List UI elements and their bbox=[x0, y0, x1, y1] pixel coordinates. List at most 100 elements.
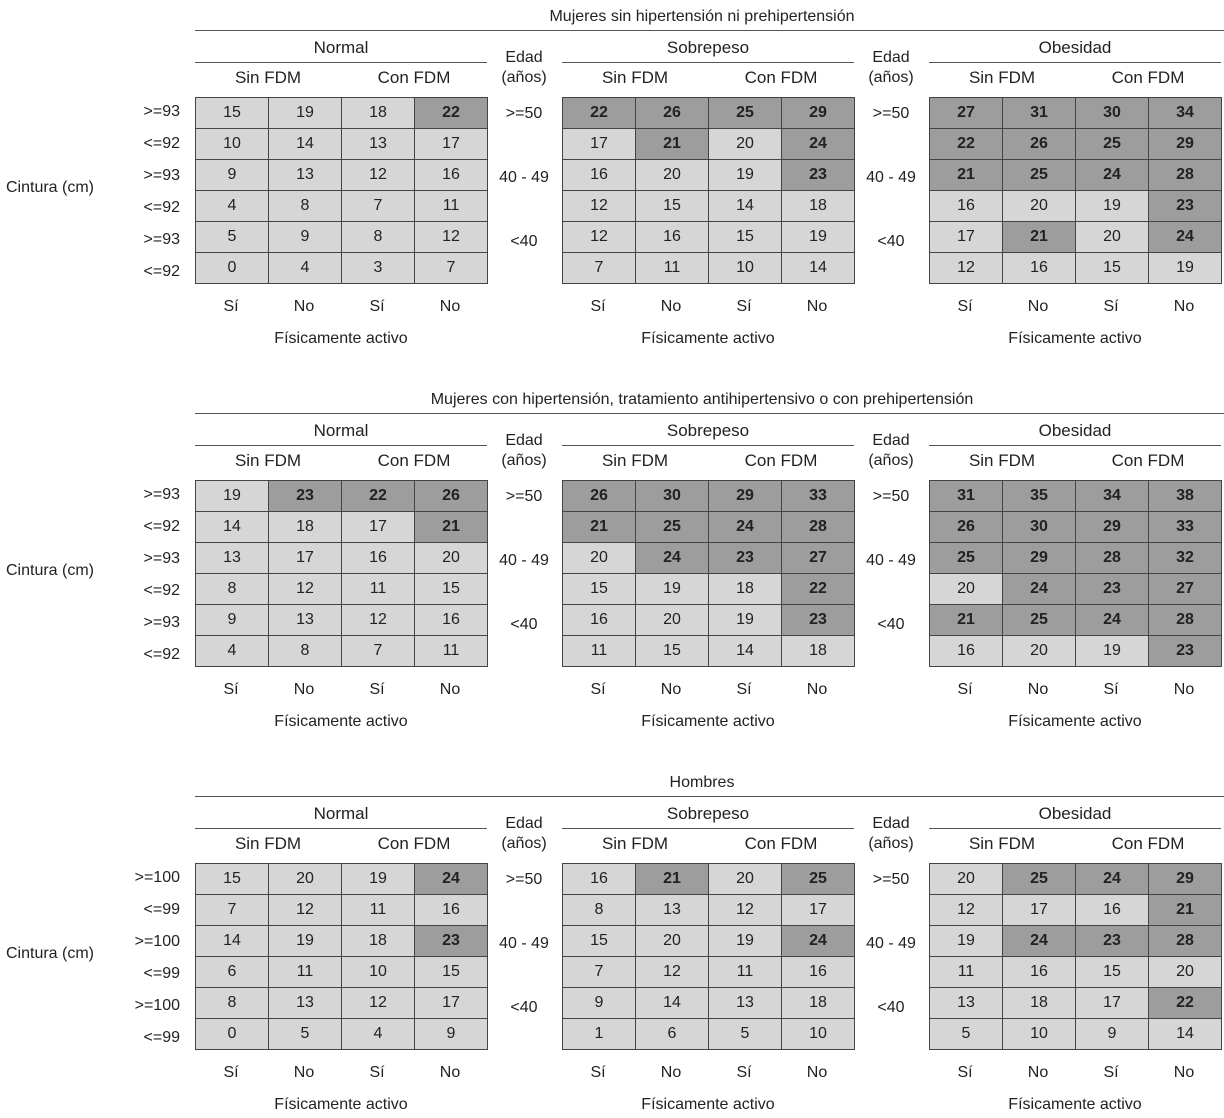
table-row: 15 19 18 22 bbox=[562, 573, 855, 605]
active-yes-label: Sí bbox=[736, 681, 752, 698]
active-no-label: No bbox=[660, 298, 682, 315]
risk-score-cell: 29 bbox=[708, 480, 782, 512]
risk-score-cell: 21 bbox=[929, 159, 1003, 191]
risk-score-cell: 20 bbox=[929, 573, 1003, 605]
active-yes-label: Sí bbox=[1103, 681, 1119, 698]
risk-score-cell: 7 bbox=[341, 635, 415, 667]
risk-score-cell: 24 bbox=[414, 863, 488, 895]
age-group-label: >=50 bbox=[505, 488, 543, 505]
risk-score-cell: 15 bbox=[1075, 252, 1149, 284]
edad-header: Edad bbox=[505, 432, 543, 449]
active-no-label: No bbox=[806, 1064, 828, 1081]
con-fdm-header: Con FDM bbox=[1111, 834, 1185, 853]
age-group-label: >=50 bbox=[505, 105, 543, 122]
risk-score-cell: 14 bbox=[781, 252, 855, 284]
con-fdm-header: Con FDM bbox=[744, 834, 818, 853]
group-title: Obesidad bbox=[1038, 38, 1112, 57]
active-yes-label: Sí bbox=[369, 298, 385, 315]
table-row: 7 12 11 16 bbox=[195, 894, 488, 926]
con-fdm-header: Con FDM bbox=[1111, 451, 1185, 470]
table-row: 10 14 13 17 bbox=[195, 128, 488, 160]
risk-score-cell: 17 bbox=[781, 894, 855, 926]
risk-score-cell: 23 bbox=[708, 542, 782, 574]
sin-fdm-header: Sin FDM bbox=[601, 451, 669, 470]
risk-score-cell: 19 bbox=[268, 97, 342, 129]
con-fdm-header: Con FDM bbox=[377, 834, 451, 853]
risk-score-cell: 19 bbox=[268, 925, 342, 957]
risk-score-cell: 18 bbox=[708, 573, 782, 605]
risk-score-cell: 9 bbox=[1075, 1018, 1149, 1050]
risk-score-cell: 11 bbox=[929, 956, 1003, 988]
age-group-label: 40 - 49 bbox=[866, 552, 916, 569]
waist-label: >=93 bbox=[143, 103, 180, 120]
waist-label: >=93 bbox=[143, 167, 180, 184]
risk-score-cell: 28 bbox=[1148, 604, 1222, 636]
group-title-rule bbox=[195, 445, 487, 446]
risk-score-cell: 28 bbox=[781, 511, 855, 543]
table-row: 4 8 7 11 bbox=[195, 635, 488, 667]
group-title: Obesidad bbox=[1038, 804, 1112, 823]
risk-score-cell: 19 bbox=[341, 863, 415, 895]
risk-score-cell: 10 bbox=[708, 252, 782, 284]
table-row: 11 15 14 18 bbox=[562, 635, 855, 667]
waist-label: <=92 bbox=[143, 199, 180, 216]
active-yes-label: Sí bbox=[369, 681, 385, 698]
risk-score-cell: 4 bbox=[195, 190, 269, 222]
waist-label: >=93 bbox=[143, 550, 180, 567]
table-row: 16 20 19 23 bbox=[562, 159, 855, 191]
risk-score-cell: 8 bbox=[195, 987, 269, 1019]
table-row: 12 15 14 18 bbox=[562, 190, 855, 222]
table-row: 6 11 10 15 bbox=[195, 956, 488, 988]
risk-score-cell: 7 bbox=[195, 894, 269, 926]
risk-score-cell: 8 bbox=[341, 221, 415, 253]
risk-score-cell: 9 bbox=[195, 159, 269, 191]
waist-label: >=100 bbox=[134, 997, 180, 1014]
risk-score-cell: 4 bbox=[268, 252, 342, 284]
risk-score-cell: 18 bbox=[268, 511, 342, 543]
active-yes-label: Sí bbox=[223, 298, 239, 315]
con-fdm-header: Con FDM bbox=[377, 451, 451, 470]
risk-score-cell: 16 bbox=[562, 604, 636, 636]
risk-score-cell: 24 bbox=[1075, 863, 1149, 895]
risk-score-table: 15 19 18 22 10 14 13 17 9 13 12 16 4 8 7 11 5 9 8 12 0 4 3 7 bbox=[195, 97, 488, 284]
risk-score-cell: 20 bbox=[268, 863, 342, 895]
risk-score-cell: 12 bbox=[929, 894, 1003, 926]
age-group-label: >=50 bbox=[872, 105, 910, 122]
risk-score-cell: 16 bbox=[414, 894, 488, 926]
active-no-label: No bbox=[660, 681, 682, 698]
table-row: 13 18 17 22 bbox=[929, 987, 1222, 1019]
waist-label: <=92 bbox=[143, 646, 180, 663]
risk-score-cell: 34 bbox=[1075, 480, 1149, 512]
waist-label: <=92 bbox=[143, 135, 180, 152]
fisicamente-activo-label: Físicamente activo bbox=[641, 330, 775, 347]
group-title-rule bbox=[195, 828, 487, 829]
risk-score-cell: 13 bbox=[268, 159, 342, 191]
risk-score-cell: 13 bbox=[708, 987, 782, 1019]
table-row: 12 16 15 19 bbox=[562, 221, 855, 253]
risk-score-cell: 20 bbox=[708, 863, 782, 895]
group-title: Sobrepeso bbox=[666, 804, 750, 823]
risk-score-cell: 24 bbox=[1002, 573, 1076, 605]
risk-score-cell: 16 bbox=[1002, 956, 1076, 988]
section-title-rule bbox=[195, 796, 1224, 797]
risk-score-cell: 23 bbox=[268, 480, 342, 512]
risk-score-cell: 27 bbox=[929, 97, 1003, 129]
active-yes-label: Sí bbox=[223, 681, 239, 698]
waist-label: <=92 bbox=[143, 263, 180, 280]
risk-score-cell: 10 bbox=[1002, 1018, 1076, 1050]
risk-score-cell: 15 bbox=[635, 635, 709, 667]
risk-score-cell: 22 bbox=[562, 97, 636, 129]
risk-score-cell: 12 bbox=[414, 221, 488, 253]
waist-label: <=92 bbox=[143, 582, 180, 599]
waist-label: >=93 bbox=[143, 614, 180, 631]
active-yes-label: Sí bbox=[957, 1064, 973, 1081]
risk-score-cell: 14 bbox=[708, 635, 782, 667]
risk-score-cell: 25 bbox=[635, 511, 709, 543]
risk-score-cell: 1 bbox=[562, 1018, 636, 1050]
risk-score-cell: 19 bbox=[708, 604, 782, 636]
risk-score-cell: 17 bbox=[341, 511, 415, 543]
risk-score-cell: 19 bbox=[708, 159, 782, 191]
risk-score-cell: 38 bbox=[1148, 480, 1222, 512]
risk-score-cell: 23 bbox=[414, 925, 488, 957]
active-no-label: No bbox=[1027, 681, 1049, 698]
